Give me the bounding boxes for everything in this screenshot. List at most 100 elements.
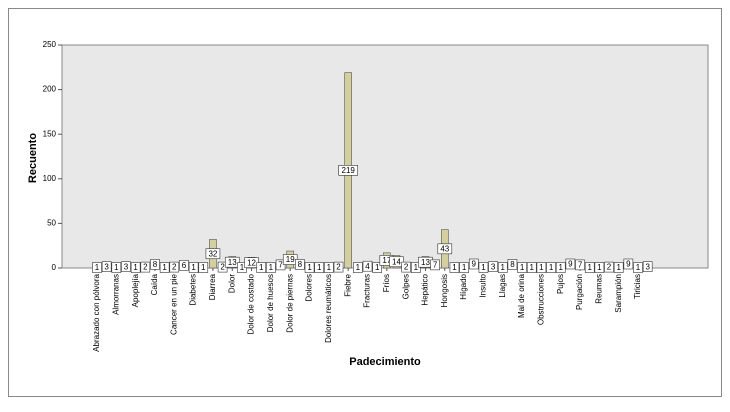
value-label: 1 — [452, 263, 457, 272]
value-label-box — [121, 261, 131, 272]
value-label-box — [449, 262, 460, 273]
value-label: 6 — [182, 261, 187, 270]
value-label: 1 — [481, 263, 486, 272]
value-label: 1 — [133, 263, 138, 272]
x-tick-label: Hongosis — [440, 274, 449, 307]
value-label: 43 — [440, 244, 449, 253]
x-tick-label: Reumas — [594, 274, 603, 304]
value-label: 14 — [392, 257, 401, 266]
value-label-box — [179, 260, 189, 271]
value-label-box — [314, 262, 325, 273]
value-label: 2 — [607, 263, 612, 272]
x-tick-label: Tiricias — [633, 274, 642, 299]
value-label-box — [389, 256, 404, 268]
value-label: 1 — [162, 263, 167, 272]
value-label: 1 — [327, 263, 332, 272]
value-label: 3 — [645, 262, 650, 271]
x-tick-label: Purgación — [575, 274, 584, 310]
value-label-box — [613, 262, 624, 273]
value-label: 9 — [472, 260, 477, 269]
value-label: 1 — [597, 263, 602, 272]
value-label-box — [198, 262, 209, 273]
value-label: 2 — [220, 263, 225, 272]
value-label-box — [411, 262, 421, 273]
x-tick-label: Fiebre — [343, 273, 352, 296]
value-label: 13 — [421, 258, 430, 267]
value-label-box — [372, 262, 382, 273]
value-label: 7 — [278, 260, 283, 269]
x-tick-label: Golpes — [401, 274, 410, 299]
value-label-box — [437, 243, 453, 255]
value-label-box — [430, 259, 440, 271]
value-label-box — [353, 262, 363, 273]
value-label: 1 — [462, 263, 467, 272]
value-label-box — [575, 259, 585, 271]
value-label-box — [224, 256, 240, 268]
value-label: 1 — [259, 263, 264, 272]
value-label: 1 — [95, 263, 100, 272]
value-label: 13 — [228, 258, 237, 267]
value-label-box — [555, 262, 566, 273]
value-label: 1 — [269, 263, 274, 272]
value-label-box — [333, 261, 344, 273]
value-label: 8 — [510, 260, 515, 269]
value-label: 1 — [549, 263, 554, 272]
value-label-box — [526, 262, 537, 273]
x-tick-label: Hepático — [421, 273, 430, 305]
x-tick-label: Pujos — [556, 274, 565, 294]
value-label-box — [507, 259, 518, 270]
value-label: 2 — [172, 263, 177, 272]
value-label: 1 — [520, 263, 525, 272]
value-label-box — [150, 259, 160, 270]
value-label: 1 — [414, 263, 419, 272]
value-label-box — [266, 262, 276, 273]
x-tick-label: Diabetes — [189, 274, 198, 306]
value-label-box — [295, 259, 305, 270]
x-tick-label: Dolor de piernas — [285, 274, 294, 333]
y-tick-label: 50 — [47, 219, 56, 228]
y-tick-label: 150 — [43, 129, 57, 138]
value-label: 1 — [317, 263, 322, 272]
value-label-box — [140, 261, 151, 273]
value-label: 12 — [247, 258, 256, 267]
value-label: 1 — [559, 263, 564, 272]
x-tick-label: Dolores reumáticos — [324, 274, 333, 343]
value-label: 17 — [382, 256, 391, 265]
value-label: 1 — [587, 263, 592, 272]
value-label-box — [633, 262, 643, 273]
x-axis-label: Padecimiento — [349, 356, 421, 368]
value-label-box — [536, 262, 547, 273]
value-label-box — [304, 262, 315, 273]
value-label: 1 — [530, 263, 535, 272]
x-tick-label: Dolor — [227, 274, 236, 293]
value-label: 9 — [626, 260, 631, 269]
value-label: 1 — [356, 263, 361, 272]
value-label-box — [324, 262, 334, 273]
x-tick-label: Llagas — [498, 274, 507, 298]
value-label: 7 — [578, 260, 583, 269]
value-label-box — [594, 262, 605, 273]
value-label-box — [488, 261, 498, 272]
x-tick-label: Dolor de costado — [247, 273, 256, 334]
y-tick-label: 100 — [43, 174, 57, 183]
value-label-box — [275, 259, 286, 271]
x-tick-label: Dolores — [305, 274, 314, 302]
x-tick-label: Dolor de huesos — [266, 274, 275, 332]
value-label-box — [159, 262, 170, 273]
value-label: 1 — [375, 263, 380, 272]
value-label: 1 — [114, 263, 119, 272]
value-label: 2 — [336, 263, 341, 272]
value-label: 1 — [307, 263, 312, 272]
value-label-box — [92, 262, 102, 273]
value-label-box — [362, 260, 373, 272]
value-label-box — [623, 258, 634, 270]
x-tick-label: Mal de orina — [517, 273, 526, 318]
value-label-box — [565, 258, 576, 270]
value-label-box — [459, 262, 469, 273]
value-label: 1 — [191, 263, 196, 272]
x-tick-label: Caída — [150, 273, 159, 295]
value-label: 1 — [240, 263, 245, 272]
value-label: 2 — [404, 263, 409, 272]
x-tick-label: Apoplejía — [131, 273, 140, 307]
